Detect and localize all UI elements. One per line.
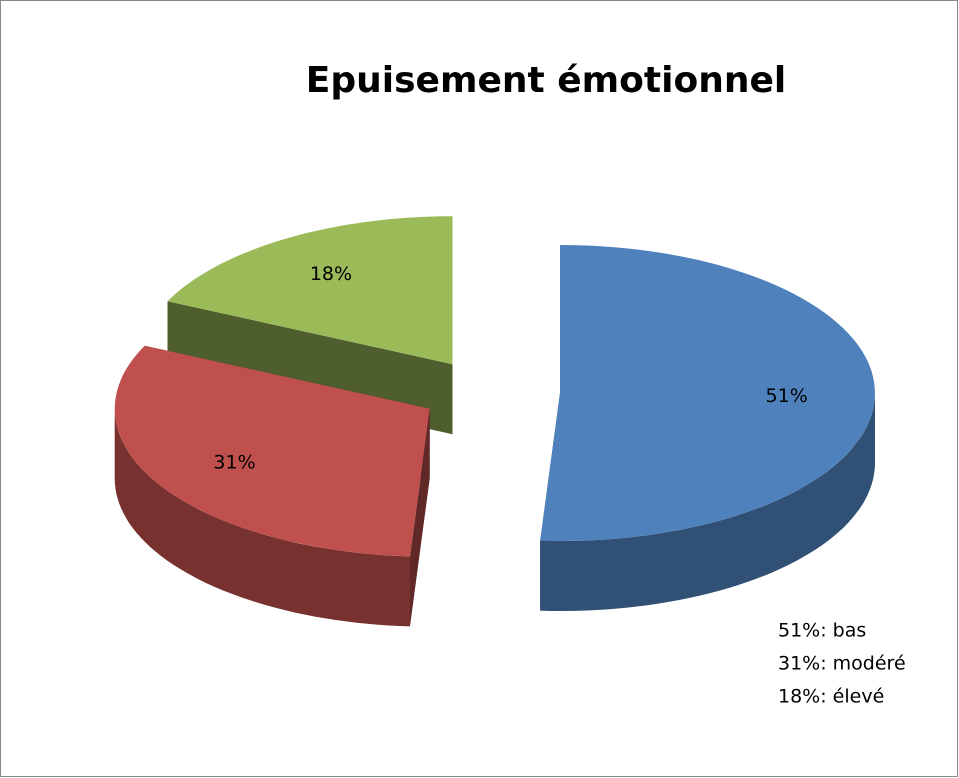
- data-label: 51%: [766, 385, 808, 407]
- slice: [167, 216, 453, 365]
- annotation: 18%: élevé: [778, 686, 884, 708]
- data-label: 31%: [213, 451, 255, 473]
- slice-side: [114, 408, 410, 627]
- slice: [114, 345, 430, 557]
- slice: [540, 245, 875, 541]
- slice-side: [540, 393, 875, 611]
- data-label: 18%: [310, 263, 352, 285]
- annotation: 51%: bas: [778, 620, 866, 642]
- annotation: 31%: modéré: [778, 653, 906, 675]
- chart-title: Epuisement émotionnel: [306, 60, 786, 101]
